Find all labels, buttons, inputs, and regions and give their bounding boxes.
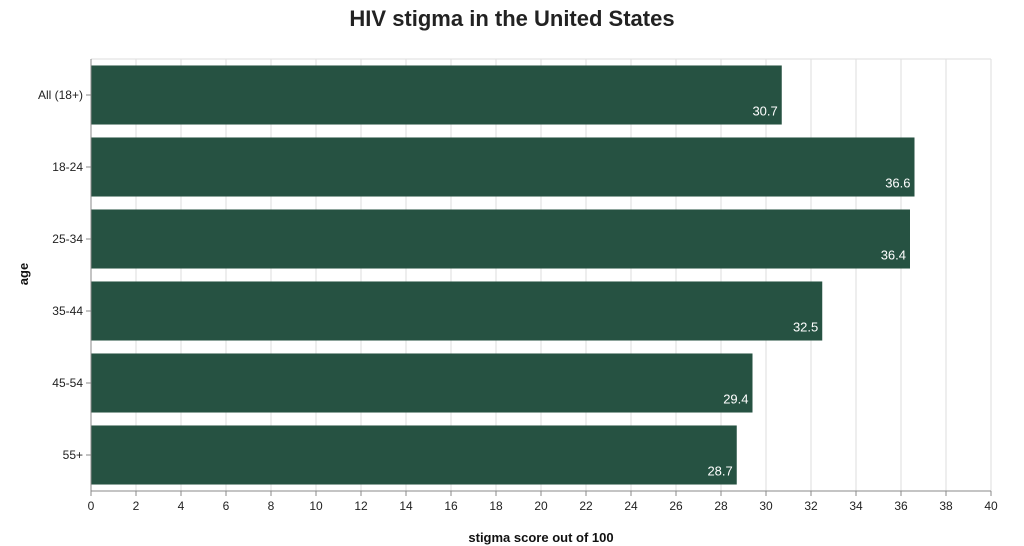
data-label: 30.7 [752,104,777,119]
y-axis-title: age [16,263,31,285]
x-tick-label: 38 [939,499,953,513]
y-tick-label: 45-54 [52,376,83,390]
data-label: 28.7 [707,464,732,479]
chart-title: HIV stigma in the United States [349,6,675,31]
axes: 0 2 4 6 8 10 12 14 16 18 20 22 24 26 28 30 32 34 36 38 40All… [38,59,998,513]
x-tick-label: 22 [579,499,593,513]
x-axis-title: stigma score out of 100 [468,530,613,545]
data-label: 36.4 [881,248,906,263]
x-tick-label: 8 [268,499,275,513]
y-tick-label: 35-44 [52,304,83,318]
x-tick-label: 28 [714,499,728,513]
bars: 30.7 36.6 36.4 32.5 29.4 28.7 [91,65,915,485]
x-tick-label: 0 [88,499,95,513]
y-tick-label: 55+ [63,448,83,462]
x-tick-label: 20 [534,499,548,513]
data-label: 36.6 [885,176,910,191]
x-tick-label: 4 [178,499,185,513]
x-tick-label: 18 [489,499,503,513]
x-tick-label: 34 [849,499,863,513]
x-tick-label: 24 [624,499,638,513]
x-tick-label: 2 [133,499,140,513]
bar [91,425,737,485]
x-tick-label: 14 [399,499,413,513]
bar [91,209,910,269]
x-tick-label: 10 [309,499,323,513]
x-tick-label: 12 [354,499,368,513]
x-tick-label: 16 [444,499,458,513]
y-tick-label: 25-34 [52,232,83,246]
x-tick-label: 26 [669,499,683,513]
y-tick-label: All (18+) [38,88,83,102]
x-tick-label: 40 [984,499,998,513]
y-tick-label: 18-24 [52,160,83,174]
bar [91,281,823,341]
x-tick-label: 36 [894,499,908,513]
bar [91,137,915,197]
bar [91,65,782,125]
data-label: 29.4 [723,392,748,407]
x-tick-label: 6 [223,499,230,513]
x-tick-label: 32 [804,499,818,513]
grid-lines [90,58,992,491]
bar [91,353,753,413]
data-label: 32.5 [793,320,818,335]
x-tick-label: 30 [759,499,773,513]
